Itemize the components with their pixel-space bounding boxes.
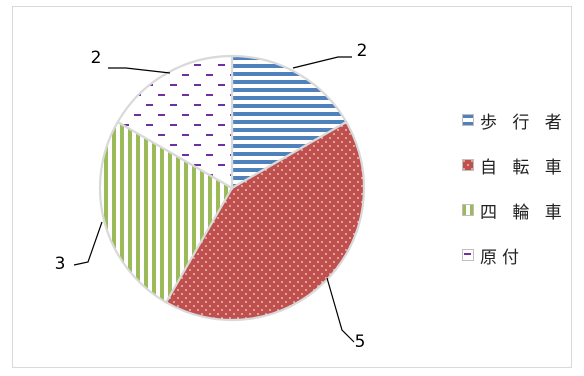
pie-slice-3 — [98, 120, 234, 304]
legend-item-2: 自 転 車 — [462, 154, 567, 178]
data-label-1: 2 — [357, 41, 368, 61]
pie-slice-1 — [230, 54, 348, 190]
leader-line-3 — [73, 221, 103, 266]
legend-swatch — [462, 159, 474, 171]
legend-swatch — [462, 114, 474, 126]
data-label-4: 2 — [91, 48, 102, 68]
legend-item-3: 四 輪 車 — [462, 199, 567, 223]
legend-label: 四 輪 車 — [480, 202, 567, 223]
legend-swatch — [462, 204, 474, 216]
leader-line-2 — [326, 277, 355, 343]
legend-label: 原付 — [480, 247, 524, 268]
leader-line-1 — [292, 56, 352, 69]
legend-item-1: 歩 行 者 — [462, 109, 567, 133]
pie-slice-4 — [116, 54, 234, 190]
data-label-2: 5 — [355, 332, 366, 352]
legend: 歩 行 者自 転 車四 輪 車原付 — [462, 109, 567, 289]
legend-label: 自 転 車 — [480, 157, 567, 178]
legend-label: 歩 行 者 — [480, 112, 567, 133]
leader-line-4 — [108, 67, 171, 74]
pie-slice-2 — [164, 120, 366, 322]
legend-swatch — [462, 249, 474, 261]
legend-item-4: 原付 — [462, 244, 567, 268]
data-label-3: 3 — [55, 254, 66, 274]
